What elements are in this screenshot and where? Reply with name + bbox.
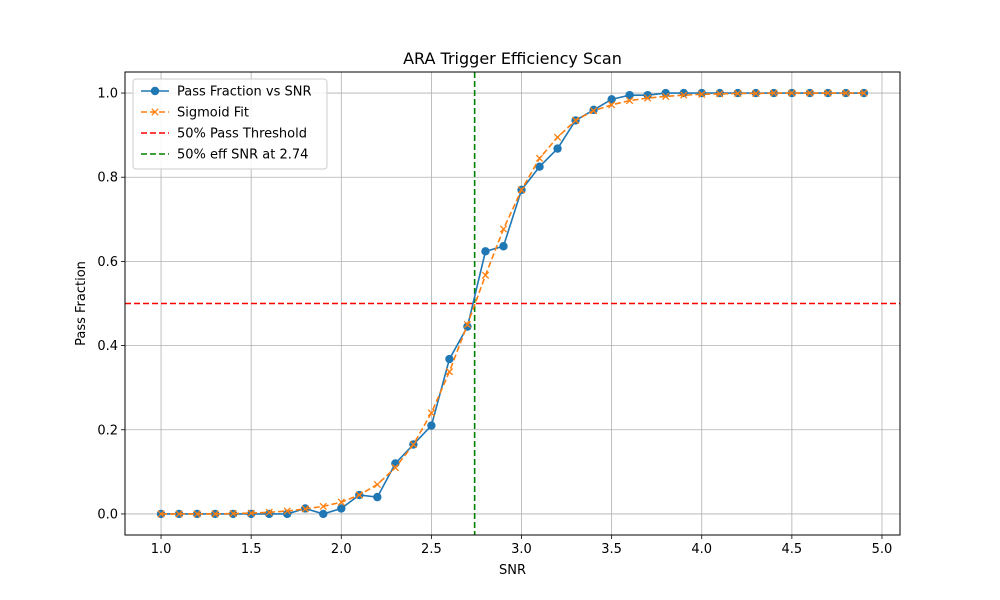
sigmoid-fit-point bbox=[698, 90, 706, 98]
sigmoid-fit-point bbox=[445, 368, 454, 376]
sigmoid-fit-point bbox=[770, 89, 778, 97]
y-tick-label: 0.2 bbox=[97, 423, 118, 438]
sigmoid-fit-point bbox=[337, 498, 345, 506]
sigmoid-fit-point bbox=[535, 154, 544, 162]
sigmoid-fit-point bbox=[824, 89, 832, 97]
sigmoid-fit-point bbox=[301, 505, 309, 513]
sigmoid-fit-point bbox=[427, 409, 436, 417]
reference-lines bbox=[125, 72, 900, 535]
sigmoid-fit-point bbox=[229, 509, 237, 518]
legend-label: 50% eff SNR at 2.74 bbox=[177, 148, 308, 163]
pass-fraction-point bbox=[607, 95, 616, 104]
sigmoid-fit-point bbox=[391, 463, 400, 472]
legend-label: Sigmoid Fit bbox=[177, 106, 249, 121]
pass-fraction-point bbox=[643, 90, 652, 100]
sigmoid-fit-point bbox=[463, 320, 472, 329]
y-tick-label: 0.4 bbox=[97, 339, 118, 354]
x-tick-label: 3.0 bbox=[511, 542, 532, 557]
pass-fraction-line bbox=[161, 92, 864, 515]
y-tick-label: 0.6 bbox=[97, 255, 118, 270]
chart-title: ARA Trigger Efficiency Scan bbox=[403, 49, 622, 68]
legend-marker bbox=[150, 86, 160, 96]
sigmoid-fit-point bbox=[607, 101, 616, 109]
sigmoid-fit-point bbox=[499, 225, 508, 233]
ticks-layer: 1.0 1.5 2.0 2.5 3.0 3.5 4.0 4.5 5.0 0.0 0.2 0.4 0.6 0… bbox=[97, 87, 892, 557]
legend-entry-pass-fraction: Pass Fraction vs SNR bbox=[141, 85, 312, 100]
x-tick-label: 2.5 bbox=[421, 542, 442, 557]
legend: Pass Fraction vs SNR Sigmoid Fit 50% Pass … bbox=[132, 78, 328, 170]
sigmoid-fit-point bbox=[716, 90, 724, 98]
y-tick-label: 0.0 bbox=[97, 507, 118, 522]
y-tick-label: 0.8 bbox=[97, 171, 118, 186]
sigmoid-fit-point bbox=[734, 89, 742, 98]
legend-entry-threshold: 50% Pass Threshold bbox=[141, 127, 307, 142]
x-tick-label: 1.0 bbox=[151, 542, 172, 557]
x-tick-label: 2.0 bbox=[331, 542, 352, 557]
pass-fraction-point bbox=[283, 509, 292, 519]
pass-fraction-point bbox=[373, 492, 382, 502]
sigmoid-fit-point bbox=[355, 491, 363, 499]
sigmoid-fit-point bbox=[806, 89, 814, 97]
sigmoid-fit-point bbox=[265, 508, 273, 516]
sigmoid-fit-point bbox=[481, 271, 490, 279]
pass-fraction-point bbox=[264, 509, 274, 519]
pass-fraction-point bbox=[499, 242, 508, 251]
pass-fraction-point bbox=[697, 88, 706, 98]
sigmoid-fit-point bbox=[157, 510, 165, 518]
sigmoid-fit-point bbox=[788, 89, 796, 97]
pass-fraction-point bbox=[625, 90, 634, 100]
sigmoid-fit-point bbox=[553, 133, 562, 141]
pass-fraction-point bbox=[319, 509, 328, 519]
sigmoid-fit-point bbox=[662, 92, 670, 101]
x-tick-label: 1.5 bbox=[241, 542, 262, 557]
sigmoid-fit-point bbox=[247, 509, 255, 517]
sigmoid-fit-point bbox=[319, 502, 327, 511]
sigmoid-fit-point bbox=[373, 480, 381, 489]
sigmoid-fit-point bbox=[409, 440, 418, 449]
sigmoid-fit-point bbox=[644, 94, 652, 102]
x-tick-label: 5.0 bbox=[872, 542, 893, 557]
sigmoid-fit-line bbox=[161, 92, 864, 515]
pass-fraction-point bbox=[481, 247, 490, 256]
x-tick-label: 4.5 bbox=[782, 542, 803, 557]
pass-fraction-point bbox=[553, 144, 562, 153]
plot-frame bbox=[124, 71, 901, 536]
sigmoid-fit-point bbox=[860, 89, 868, 97]
y-axis-label: Pass Fraction bbox=[74, 261, 89, 346]
sigmoid-fit-point bbox=[283, 507, 291, 515]
sigmoid-fit-point bbox=[571, 116, 580, 125]
series-layer bbox=[156, 88, 869, 519]
sigmoid-fit-point bbox=[680, 91, 688, 99]
x-axis-label: SNR bbox=[499, 563, 526, 578]
legend-label: 50% Pass Threshold bbox=[177, 127, 307, 142]
legend-label: Pass Fraction vs SNR bbox=[177, 85, 312, 100]
sigmoid-fit-point bbox=[589, 107, 598, 115]
x-tick-label: 3.5 bbox=[601, 542, 622, 557]
legend-entry-sigmoid-fit: Sigmoid Fit bbox=[141, 106, 249, 121]
sigmoid-fit-point bbox=[193, 510, 201, 518]
legend-box bbox=[132, 78, 328, 170]
x-tick-label: 4.0 bbox=[691, 542, 712, 557]
grid-layer bbox=[125, 72, 900, 535]
sigmoid-fit-point bbox=[752, 89, 760, 98]
sigmoid-fit-point bbox=[842, 89, 850, 97]
pass-fraction-point bbox=[427, 421, 436, 430]
pass-fraction-point bbox=[445, 354, 454, 364]
legend-entry-eff-snr: 50% eff SNR at 2.74 bbox=[141, 148, 308, 163]
sigmoid-fit-point bbox=[211, 510, 219, 518]
sigmoid-fit-point bbox=[517, 186, 526, 194]
sigmoid-fit-point bbox=[625, 96, 634, 105]
pass-fraction-point bbox=[337, 504, 346, 513]
pass-fraction-point bbox=[535, 162, 544, 171]
sigmoid-fit-point bbox=[175, 510, 183, 518]
y-tick-label: 1.0 bbox=[97, 87, 118, 102]
